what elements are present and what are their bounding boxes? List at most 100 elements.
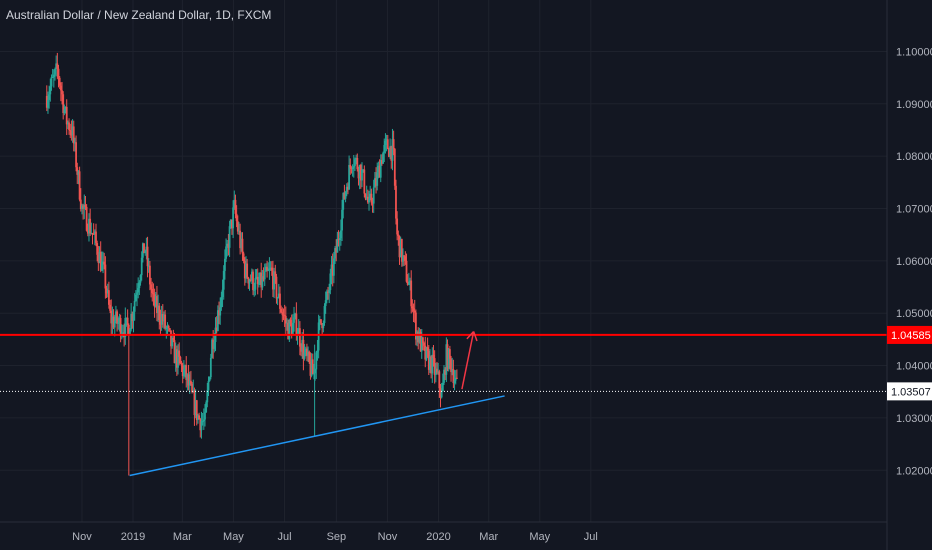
candle-body: [200, 421, 203, 431]
candle-body: [133, 300, 136, 312]
candle-body: [213, 341, 216, 349]
candle-body: [436, 368, 438, 373]
candle-body: [65, 106, 68, 125]
candle-body: [119, 318, 122, 336]
candle-body: [248, 279, 251, 284]
candle-body: [199, 419, 202, 431]
candle-body: [91, 232, 94, 234]
time-axis[interactable]: Nov 2019 Mar May Jul Sep Nov 2020 Mar May Jul: [0, 521, 887, 543]
candle-body: [74, 142, 76, 144]
candle-body: [269, 267, 272, 269]
candle-body: [286, 322, 288, 324]
candle-body: [156, 296, 158, 314]
candle-body: [323, 306, 326, 324]
candle-body: [402, 255, 404, 262]
candle-body: [327, 291, 329, 293]
candle-body: [83, 204, 86, 209]
candle-body: [419, 331, 422, 352]
candle-body: [175, 349, 178, 368]
candle-body: [51, 76, 54, 78]
candle-body: [345, 186, 348, 192]
candle-body: [420, 337, 423, 352]
candle-body: [190, 380, 192, 384]
projection-arrow: [461, 331, 475, 390]
candle-body: [165, 328, 168, 330]
candle-body: [386, 139, 389, 149]
candle-body: [318, 319, 321, 323]
candle-body: [178, 350, 181, 357]
candle-body: [268, 268, 271, 271]
candle-body: [66, 122, 69, 125]
candle-body: [112, 316, 115, 328]
candle-body: [287, 322, 290, 340]
candle-body: [68, 122, 70, 130]
candle-body: [308, 351, 311, 362]
projection-arrowhead: [466, 331, 475, 340]
candle-body: [161, 314, 164, 322]
candle-body: [414, 312, 417, 340]
y-tick-label: 1.07000: [896, 204, 932, 216]
last-price-text: 1.03507: [891, 386, 931, 398]
candle-body: [426, 347, 429, 351]
candle-body: [437, 371, 440, 373]
candle-body: [220, 296, 223, 308]
candle-body: [368, 198, 370, 203]
candle-body: [288, 319, 291, 340]
candle-body: [358, 165, 361, 179]
candle-body: [132, 311, 135, 321]
x-tick-label: Mar: [173, 531, 192, 543]
candle-body: [340, 230, 342, 239]
price-axis[interactable]: 1.10000 1.09000 1.08000 1.07000 1.06000 1.050…: [886, 0, 932, 550]
candle-body: [158, 305, 161, 321]
candle-body: [260, 272, 263, 288]
candle-body: [70, 130, 73, 136]
candle-body: [322, 323, 325, 329]
candle-body: [47, 99, 49, 108]
candle-body: [335, 248, 338, 253]
candle-body: [403, 255, 406, 257]
candle-body: [291, 322, 294, 335]
candle-body: [252, 271, 254, 291]
candle-body: [171, 337, 174, 347]
candle-body: [188, 380, 191, 386]
candle-body: [48, 94, 51, 100]
candle-body: [338, 238, 341, 241]
candle-body: [57, 68, 60, 78]
y-tick-label: 1.03000: [896, 413, 932, 425]
candle-body: [63, 109, 66, 113]
candle-body: [184, 365, 186, 370]
candle-body: [225, 246, 227, 259]
candle-body: [321, 323, 324, 329]
candle-body: [144, 250, 147, 254]
x-tick-label: 2020: [426, 531, 450, 543]
candle-body: [324, 300, 327, 307]
candle-body: [77, 171, 80, 175]
candle-body: [98, 251, 101, 263]
candle-body: [265, 266, 267, 272]
candle-body: [58, 77, 61, 86]
y-tick-label: 1.08000: [896, 151, 932, 163]
candle-body: [89, 218, 92, 234]
last-price-label: [887, 382, 932, 401]
candle-body: [205, 402, 208, 413]
candle-body: [400, 239, 403, 262]
candle-body: [96, 243, 99, 255]
x-tick-label: Jul: [584, 531, 598, 543]
candle-body: [289, 319, 292, 324]
candle-body: [440, 391, 443, 398]
candle-body: [325, 291, 328, 301]
x-tick-label: May: [529, 531, 550, 543]
candle-body: [215, 327, 218, 331]
candle-body: [377, 165, 380, 173]
candle-body: [283, 315, 286, 317]
candle-body: [243, 260, 246, 279]
y-tick-label: 1.09000: [896, 99, 932, 111]
candle-body: [235, 213, 238, 222]
candle-body: [110, 310, 113, 324]
candle-body: [236, 221, 239, 232]
candle-body: [282, 314, 285, 316]
candle-body: [373, 178, 376, 188]
candle-body: [52, 74, 55, 77]
candle-body: [131, 313, 134, 321]
